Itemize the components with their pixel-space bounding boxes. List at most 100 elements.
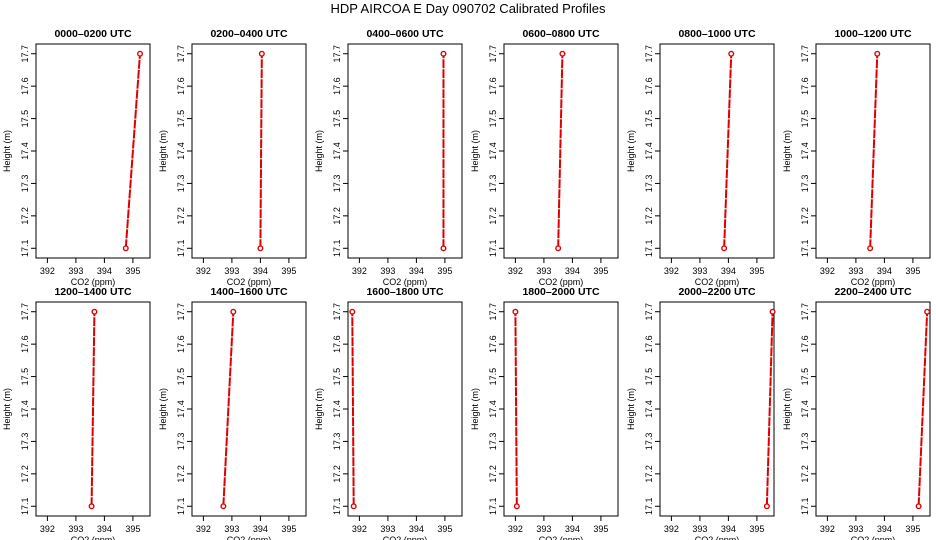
data-point: [122, 245, 129, 252]
profile-panel: 1400–1600 UTC 392 393 394 395 17.1 17.2 17.3 17.…: [158, 286, 307, 540]
y-tick-label: 17.4: [800, 400, 810, 418]
y-tick-label: 17.7: [20, 45, 30, 63]
panel-title: 2000–2200 UTC: [678, 286, 755, 298]
y-axis-label: Height (m): [2, 130, 12, 172]
y-tick-label: 17.7: [332, 45, 342, 63]
y-tick-label: 17.7: [176, 303, 186, 321]
x-tick-label: 394: [877, 266, 892, 276]
y-tick-label: 17.6: [332, 335, 342, 353]
y-tick-label: 17.5: [176, 110, 186, 128]
data-point: [440, 50, 447, 57]
panel-title: 1600–1800 UTC: [366, 286, 443, 298]
y-tick-label: 17.3: [488, 175, 498, 193]
profile-line: [351, 311, 355, 507]
x-tick-label: 393: [692, 266, 707, 276]
x-tick-label: 394: [721, 266, 736, 276]
data-point: [258, 50, 265, 57]
data-point: [721, 245, 728, 252]
x-tick-label: 395: [437, 266, 452, 276]
y-tick-label: 17.4: [800, 142, 810, 160]
data-point: [349, 308, 356, 315]
x-tick-label: 394: [409, 524, 424, 534]
y-tick-label: 17.2: [332, 465, 342, 483]
x-tick-label: 393: [536, 524, 551, 534]
y-tick-label: 17.4: [644, 400, 654, 418]
y-tick-label: 17.3: [488, 433, 498, 451]
x-tick-label: 392: [820, 266, 835, 276]
x-tick-label: 392: [40, 266, 55, 276]
x-tick-label: 392: [508, 524, 523, 534]
y-axis-label: Height (m): [626, 388, 636, 430]
x-tick-label: 395: [749, 266, 764, 276]
profile-panel: 1600–1800 UTC 392 393 394 395 17.1 17.2 17.3 17.…: [314, 286, 463, 540]
y-axis-label: Height (m): [2, 388, 12, 430]
plot-frame: [659, 301, 775, 517]
y-tick-label: 17.3: [20, 175, 30, 193]
x-tick-label: 392: [352, 266, 367, 276]
plot-frame: [347, 301, 463, 517]
data-point: [91, 308, 98, 315]
data-point: [440, 245, 447, 252]
data-point: [769, 308, 776, 315]
x-tick-label: 393: [848, 524, 863, 534]
data-point: [88, 503, 95, 510]
data-point: [137, 50, 144, 57]
y-axis-label: Height (m): [470, 130, 480, 172]
profile-line: [124, 53, 142, 249]
y-tick-label: 17.1: [800, 498, 810, 516]
profile-line: [90, 311, 96, 507]
y-tick-label: 17.3: [332, 433, 342, 451]
x-tick-label: 392: [820, 524, 835, 534]
x-tick-label: 395: [905, 524, 920, 534]
y-tick-label: 17.6: [800, 335, 810, 353]
y-tick-label: 17.5: [176, 368, 186, 386]
x-axis-label: CO2 (ppm): [539, 535, 584, 540]
data-point: [874, 50, 881, 57]
y-tick-label: 17.5: [644, 368, 654, 386]
data-point: [867, 245, 874, 252]
y-tick-label: 17.6: [488, 77, 498, 95]
profile-line: [723, 53, 733, 249]
y-tick-label: 17.1: [176, 240, 186, 258]
y-tick-label: 17.4: [176, 400, 186, 418]
x-tick-label: 394: [97, 524, 112, 534]
y-tick-label: 17.4: [332, 142, 342, 160]
page-title: HDP AIRCOA E Day 090702 Calibrated Profi…: [330, 1, 606, 16]
x-tick-label: 395: [437, 524, 452, 534]
y-tick-label: 17.4: [488, 400, 498, 418]
y-tick-label: 17.1: [644, 240, 654, 258]
y-tick-label: 17.1: [644, 498, 654, 516]
x-tick-label: 394: [409, 266, 424, 276]
y-tick-label: 17.5: [488, 110, 498, 128]
profile-panel: 1800–2000 UTC 392 393 394 395 17.1 17.2 17.3 17.…: [470, 286, 619, 540]
y-tick-label: 17.4: [332, 400, 342, 418]
profile-panel: 0200–0400 UTC 392 393 394 395 17.1 17.2 17.3 17.…: [158, 28, 307, 287]
y-tick-label: 17.2: [20, 207, 30, 225]
profile-line: [765, 311, 774, 507]
y-tick-label: 17.1: [20, 240, 30, 258]
data-point: [555, 245, 562, 252]
profile-panel: 0800–1000 UTC 392 393 394 395 17.1 17.2 17.3 17.…: [626, 28, 775, 287]
x-axis-label: CO2 (ppm): [383, 535, 428, 540]
y-tick-label: 17.2: [488, 207, 498, 225]
y-tick-label: 17.6: [20, 77, 30, 95]
y-tick-label: 17.1: [488, 240, 498, 258]
y-tick-label: 17.5: [644, 110, 654, 128]
y-tick-label: 17.5: [488, 368, 498, 386]
y-tick-label: 17.7: [800, 45, 810, 63]
y-tick-label: 17.1: [332, 498, 342, 516]
x-tick-label: 394: [565, 524, 580, 534]
data-point: [924, 308, 931, 315]
y-tick-label: 17.6: [800, 77, 810, 95]
y-tick-label: 17.7: [800, 303, 810, 321]
panel-title: 0000–0200 UTC: [54, 28, 131, 40]
x-axis-label: CO2 (ppm): [695, 277, 740, 287]
y-tick-label: 17.4: [176, 142, 186, 160]
y-axis-label: Height (m): [314, 130, 324, 172]
panel-title: 1000–1200 UTC: [834, 28, 911, 40]
panel-title: 0400–0600 UTC: [366, 28, 443, 40]
y-tick-label: 17.6: [20, 335, 30, 353]
data-point: [230, 308, 237, 315]
panel-title: 0600–0800 UTC: [522, 28, 599, 40]
